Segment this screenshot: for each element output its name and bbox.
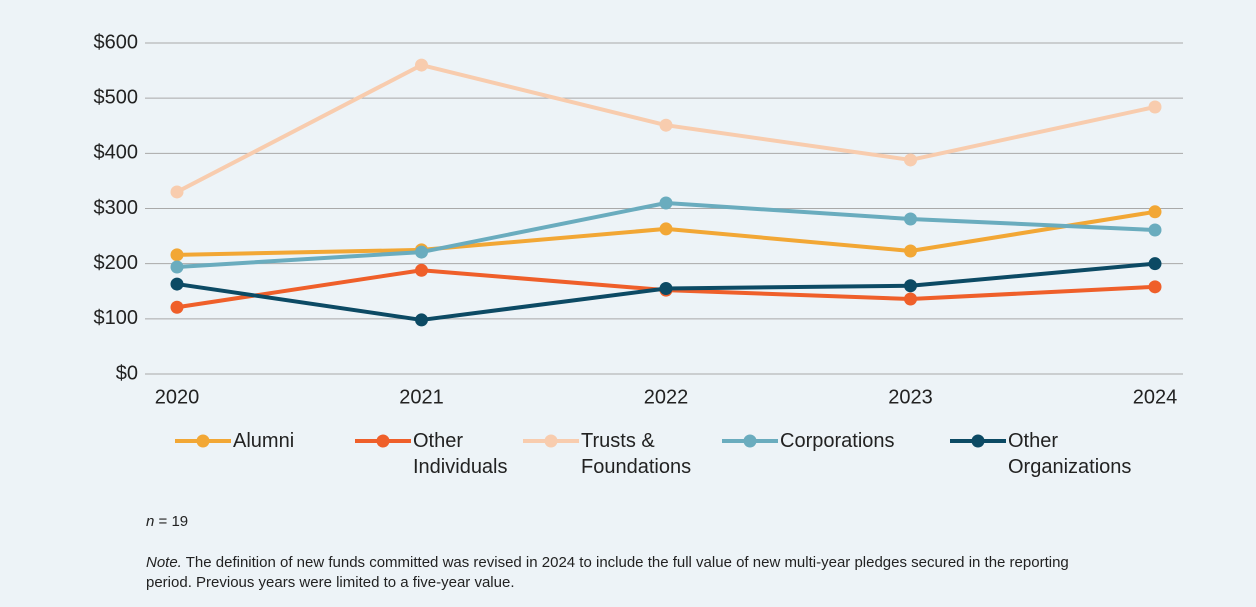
- y-tick-label: $100: [94, 307, 139, 329]
- legend-item: Trusts & Foundations: [523, 428, 711, 480]
- data-point: [415, 263, 428, 277]
- legend-label: Trusts & Foundations: [581, 430, 692, 478]
- note-label: Note.: [146, 554, 182, 571]
- y-tick-label: $300: [94, 197, 139, 219]
- legend-swatch-dot: [971, 434, 985, 448]
- data-point: [659, 281, 673, 295]
- sample-size: n = 19: [146, 512, 188, 532]
- chart: $0 $100 $200 $300 $400 $500 $600 2020 2021 2022 20…: [94, 31, 1183, 408]
- legend-swatch-dot: [743, 434, 757, 448]
- legend-swatch: [355, 434, 411, 448]
- x-tick-label: 2020: [155, 386, 200, 408]
- data-point: [415, 313, 428, 327]
- legend-label: Other Individuals: [413, 430, 508, 478]
- data-point: [904, 279, 917, 293]
- legend-item: Corporations: [722, 428, 910, 454]
- data-point: [170, 277, 184, 291]
- data-point: [170, 248, 184, 262]
- legend-swatch: [950, 434, 1006, 448]
- y-tick-label: $400: [94, 142, 139, 164]
- data-point: [904, 212, 917, 226]
- legend-item: Alumni: [175, 428, 363, 454]
- data-point: [659, 222, 673, 236]
- y-tick-label: $500: [94, 86, 139, 108]
- x-tick-label: 2023: [888, 386, 933, 408]
- data-point: [904, 244, 917, 258]
- data-point: [170, 300, 184, 314]
- data-point: [904, 292, 917, 306]
- y-tick-label: $200: [94, 252, 139, 274]
- sample-value: = 19: [158, 513, 189, 530]
- data-point: [170, 185, 184, 199]
- legend-label: Alumni: [233, 430, 295, 452]
- legend-swatch: [175, 434, 231, 448]
- legend-item: Other Organizations: [950, 428, 1138, 480]
- legend-item: Other Individuals: [355, 428, 543, 480]
- data-point: [1148, 223, 1162, 237]
- legend-swatch-dot: [544, 434, 558, 448]
- data-point: [1148, 257, 1162, 271]
- data-point: [415, 245, 428, 259]
- data-point: [170, 260, 184, 274]
- legend-swatch: [722, 434, 778, 448]
- y-tick-label: $0: [116, 362, 138, 384]
- data-point: [1148, 100, 1162, 114]
- sample-symbol: n: [146, 513, 155, 530]
- legend-swatch: [523, 434, 579, 448]
- legend-swatch-dot: [376, 434, 390, 448]
- y-tick-label: $600: [94, 31, 139, 53]
- data-point: [904, 153, 917, 167]
- legend-label: Corporations: [780, 430, 895, 452]
- legend-label: Other Organizations: [1008, 430, 1132, 478]
- x-tick-label: 2022: [644, 386, 689, 408]
- data-point: [415, 58, 428, 72]
- data-point: [659, 196, 673, 210]
- legend-swatch-dot: [196, 434, 210, 448]
- data-point: [1148, 205, 1162, 219]
- data-point: [659, 118, 673, 132]
- x-tick-label: 2021: [399, 386, 444, 408]
- note: Note. The definition of new funds commit…: [146, 553, 1106, 593]
- note-text: The definition of new funds committed wa…: [146, 554, 1069, 591]
- data-point: [1148, 280, 1162, 294]
- x-tick-label: 2024: [1133, 386, 1178, 408]
